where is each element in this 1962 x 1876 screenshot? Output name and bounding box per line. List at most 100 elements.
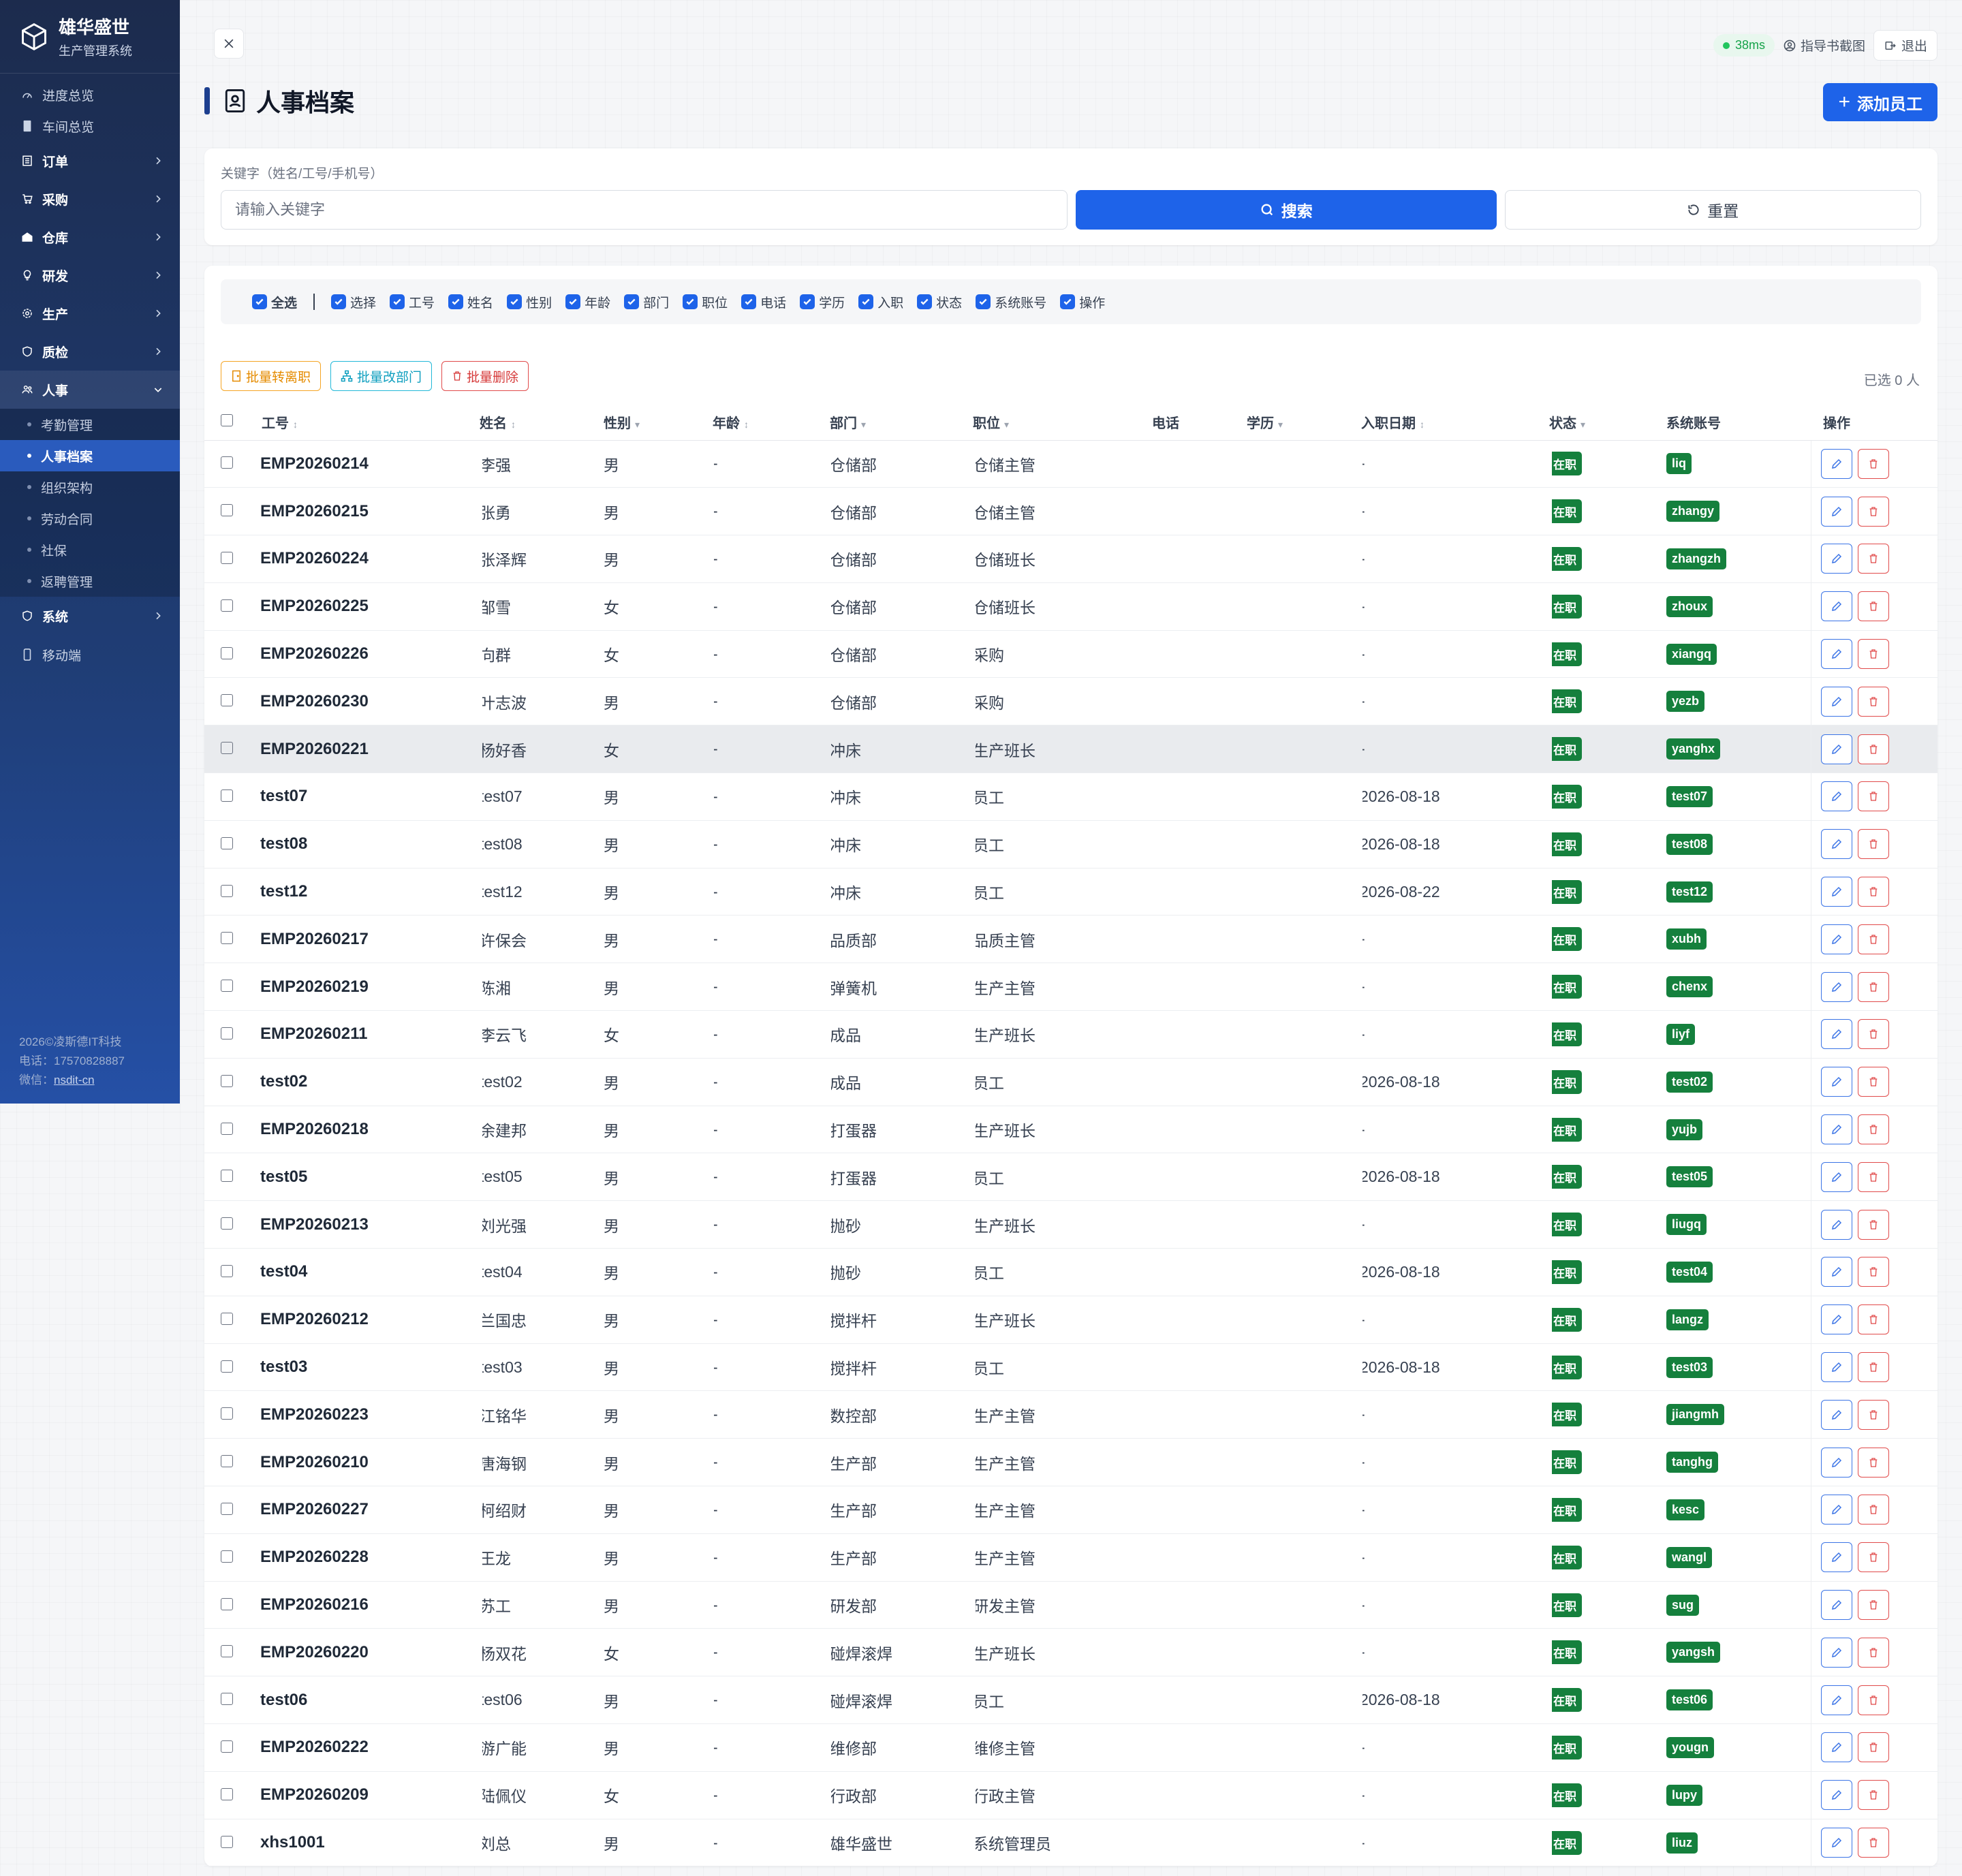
cell-select[interactable]: [204, 630, 247, 678]
column-toggle-item[interactable]: 电话: [741, 293, 786, 311]
row-checkbox[interactable]: [221, 504, 233, 517]
edit-button[interactable]: [1820, 1828, 1852, 1858]
sidebar-subitem-attendance[interactable]: 考勤管理: [0, 409, 180, 440]
row-checkbox[interactable]: [221, 1597, 233, 1610]
table-row[interactable]: EMP20260222 游广能 男 - 维修部 维修主管 - 在职 yougn: [204, 1723, 1937, 1772]
sidebar-item-progress[interactable]: 进度总览: [0, 79, 180, 110]
row-checkbox[interactable]: [221, 1693, 233, 1706]
column-toggle-all[interactable]: 全选: [252, 293, 297, 311]
delete-button[interactable]: [1857, 1447, 1889, 1478]
edit-button[interactable]: [1820, 1352, 1852, 1383]
edit-button[interactable]: [1820, 924, 1852, 954]
cell-select[interactable]: [204, 440, 247, 488]
delete-button[interactable]: [1857, 639, 1889, 670]
edit-button[interactable]: [1820, 1209, 1852, 1240]
table-row[interactable]: EMP20260230 叶志波 男 - 仓储部 采购 - 在职 yezb: [204, 677, 1937, 726]
column-toggle-item[interactable]: 职位: [683, 293, 728, 311]
edit-button[interactable]: [1820, 639, 1852, 670]
edit-button[interactable]: [1820, 829, 1852, 860]
edit-button[interactable]: [1820, 496, 1852, 527]
delete-button[interactable]: [1857, 448, 1889, 479]
cell-select[interactable]: [204, 582, 247, 631]
edit-button[interactable]: [1820, 1304, 1852, 1335]
sidebar-item-mobile[interactable]: 移动端: [0, 639, 180, 670]
delete-button[interactable]: [1857, 1685, 1889, 1715]
column-toggle-item[interactable]: 姓名: [448, 293, 493, 311]
add-employee-button[interactable]: + 添加员工: [1823, 83, 1937, 121]
edit-button[interactable]: [1820, 1732, 1852, 1763]
edit-button[interactable]: [1820, 971, 1852, 1002]
table-row[interactable]: test03 test03 男 - 搅拌杆 员工 2026-08-18 在职 test03: [204, 1343, 1937, 1392]
sidebar-subitem-contract[interactable]: 劳动合同: [0, 503, 180, 534]
edit-button[interactable]: [1820, 781, 1852, 812]
edit-button[interactable]: [1820, 1161, 1852, 1192]
guide-screenshot-link[interactable]: 指导书截图: [1783, 36, 1865, 54]
edit-button[interactable]: [1820, 686, 1852, 717]
cell-select[interactable]: [204, 1533, 247, 1582]
header-status[interactable]: 状态 ▾: [1549, 405, 1666, 441]
delete-button[interactable]: [1857, 1637, 1889, 1668]
column-toggle-item[interactable]: 入职: [858, 293, 903, 311]
row-checkbox[interactable]: [221, 1455, 233, 1468]
keyword-input[interactable]: [221, 190, 1068, 230]
wechat-id[interactable]: nsdit-cn: [54, 1074, 95, 1086]
edit-button[interactable]: [1820, 1019, 1852, 1050]
cell-select[interactable]: [204, 1343, 247, 1392]
header-dept[interactable]: 部门 ▾: [830, 405, 976, 441]
row-checkbox[interactable]: [221, 1360, 233, 1373]
header-name[interactable]: 姓名 ↕: [480, 405, 600, 441]
table-row[interactable]: EMP20260211 李云飞 女 - 成品 生产班长 - 在职 liyf: [204, 1010, 1937, 1059]
table-row[interactable]: EMP20260214 李强 男 - 仓储部 仓储主管 - 在职 liq: [204, 440, 1937, 488]
delete-button[interactable]: [1857, 544, 1889, 574]
row-checkbox[interactable]: [221, 1502, 233, 1515]
row-checkbox[interactable]: [221, 1550, 233, 1563]
table-row[interactable]: EMP20260213 刘光强 男 - 抛砂 生产班长 - 在职 liugq: [204, 1200, 1937, 1249]
cell-select[interactable]: [204, 1058, 247, 1106]
cell-select[interactable]: [204, 1676, 247, 1725]
row-checkbox[interactable]: [221, 599, 233, 612]
row-checkbox[interactable]: [221, 646, 233, 659]
header-gender[interactable]: 性别 ▾: [600, 405, 714, 441]
row-checkbox[interactable]: [221, 1074, 233, 1087]
edit-button[interactable]: [1820, 1542, 1852, 1573]
table-row[interactable]: test02 test02 男 - 成品 员工 2026-08-18 在职 test02: [204, 1058, 1937, 1106]
row-checkbox[interactable]: [221, 1407, 233, 1420]
edit-button[interactable]: [1820, 1114, 1852, 1145]
delete-button[interactable]: [1857, 1114, 1889, 1145]
edit-button[interactable]: [1820, 877, 1852, 907]
table-row[interactable]: test06 test06 男 - 碰焊滚焊 员工 2026-08-18 在职 test06: [204, 1676, 1937, 1725]
cell-select[interactable]: [204, 1200, 247, 1249]
row-checkbox[interactable]: [221, 1645, 233, 1658]
search-button[interactable]: 搜索: [1076, 190, 1497, 230]
table-row[interactable]: EMP20260209 陆佩仪 女 - 行政部 行政主管 - 在职 lupy: [204, 1771, 1937, 1819]
cell-select[interactable]: [204, 963, 247, 1012]
bulk-resign-button[interactable]: 批量转离职: [221, 361, 322, 391]
table-row[interactable]: EMP20260220 杨双花 女 - 碰焊滚焊 生产班长 - 在职 yangsh: [204, 1628, 1937, 1677]
row-checkbox[interactable]: [221, 1740, 233, 1753]
row-checkbox[interactable]: [221, 932, 233, 945]
edit-button[interactable]: [1820, 1637, 1852, 1668]
column-toggle-item[interactable]: 系统账号: [976, 293, 1046, 311]
header-position[interactable]: 职位 ▾: [973, 405, 1153, 441]
table-row[interactable]: EMP20260223 江铭华 男 - 数控部 生产主管 - 在职 jiangmh: [204, 1390, 1937, 1439]
cell-select[interactable]: [204, 487, 247, 536]
delete-button[interactable]: [1857, 686, 1889, 717]
delete-button[interactable]: [1857, 496, 1889, 527]
row-checkbox[interactable]: [221, 551, 233, 564]
close-button[interactable]: [214, 29, 244, 59]
delete-button[interactable]: [1857, 1304, 1889, 1335]
cell-select[interactable]: [204, 1581, 247, 1629]
table-row[interactable]: test05 test05 男 - 打蛋器 员工 2026-08-18 在职 test05: [204, 1153, 1937, 1202]
edit-button[interactable]: [1820, 1257, 1852, 1287]
brand[interactable]: 雄华盛世 生产管理系统: [0, 0, 180, 74]
delete-button[interactable]: [1857, 1780, 1889, 1811]
cell-select[interactable]: [204, 1153, 247, 1202]
header-age[interactable]: 年龄 ↕: [713, 405, 831, 441]
row-checkbox[interactable]: [221, 1217, 233, 1230]
cell-select[interactable]: [204, 535, 247, 583]
edit-button[interactable]: [1820, 544, 1852, 574]
sidebar-item-hr[interactable]: 人事: [0, 371, 180, 409]
edit-button[interactable]: [1820, 448, 1852, 479]
cell-select[interactable]: [204, 1296, 247, 1344]
delete-button[interactable]: [1857, 1209, 1889, 1240]
